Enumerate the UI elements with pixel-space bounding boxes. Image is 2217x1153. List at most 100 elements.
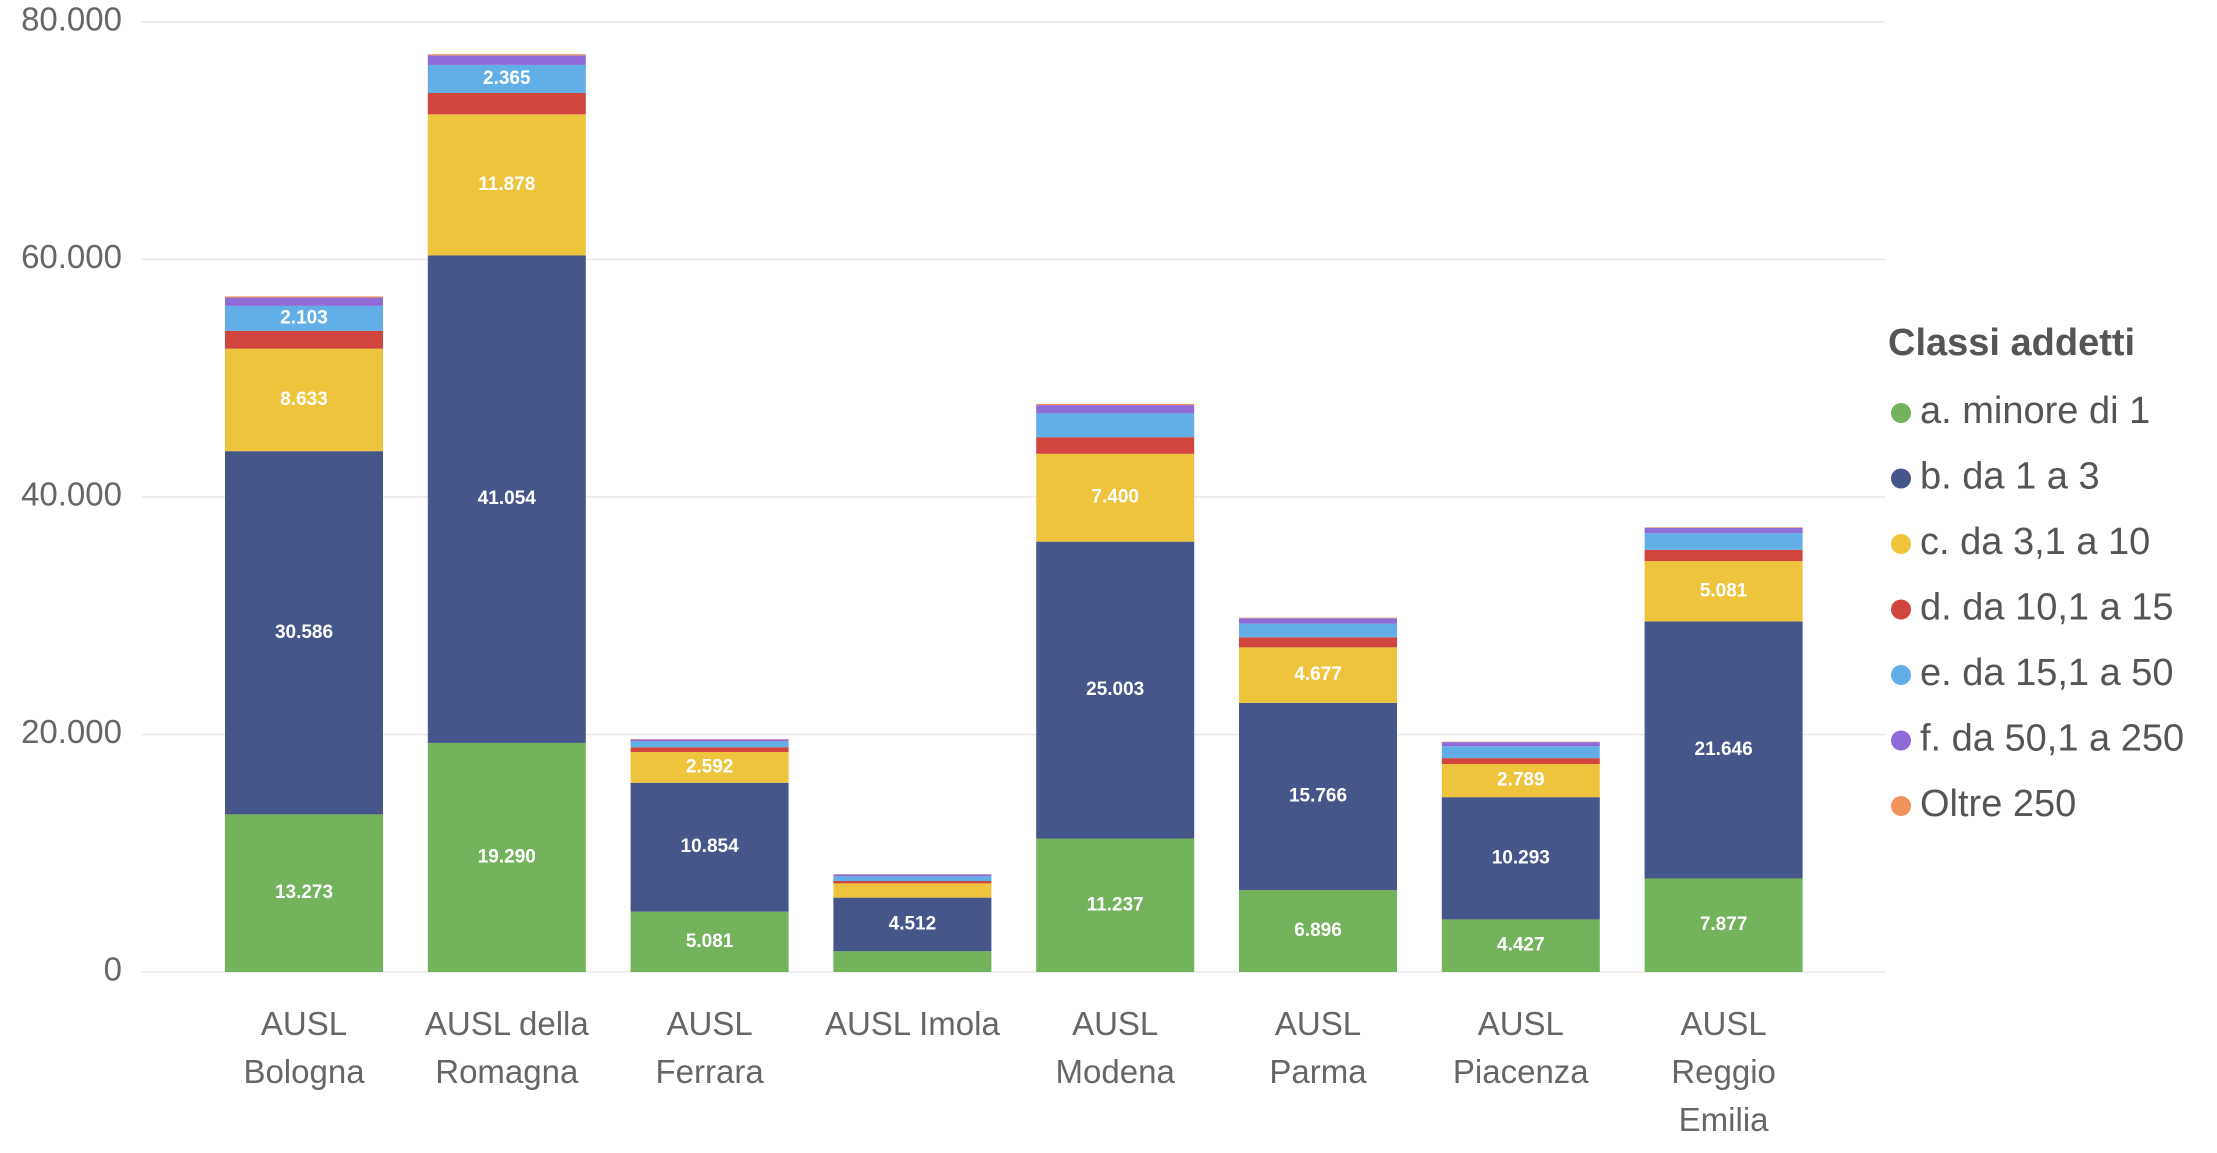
bar-segment: [427, 114, 586, 256]
bar-segment: [225, 348, 383, 452]
value-label: 21.646: [1695, 739, 1753, 760]
bar-segment: [1644, 878, 1803, 972]
bar-segment: [1239, 617, 1397, 619]
bar-segment: [833, 881, 992, 884]
bar-segment: [1441, 797, 1600, 920]
bar-segment: [1036, 437, 1195, 454]
legend-swatch: [1891, 534, 1911, 554]
legend-swatch: [1891, 730, 1911, 751]
bar-segment: [630, 751, 789, 783]
value-label: 10.293: [1492, 847, 1550, 868]
bar-segment: [630, 741, 789, 748]
bar-segment: [1441, 758, 1600, 765]
bar-segment: [1036, 453, 1195, 542]
value-label: 4.427: [1497, 935, 1545, 956]
value-label: 13.273: [275, 882, 333, 903]
bar-segment: [225, 305, 383, 331]
bar-segment: [1441, 764, 1600, 798]
value-label: 7.877: [1700, 914, 1748, 935]
value-label: 30.586: [275, 622, 333, 643]
bar-segment: [225, 297, 383, 306]
value-label: 15.766: [1289, 786, 1347, 807]
value-label: 6.896: [1294, 920, 1342, 941]
value-label: 2.592: [686, 756, 734, 777]
legend-label: a. minore di 1: [1920, 390, 2150, 432]
bar-segment: [1036, 405, 1195, 414]
bar-segment: [1239, 702, 1397, 891]
legend-label: d. da 10,1 a 15: [1920, 587, 2174, 629]
bar-segment: [833, 876, 992, 882]
value-label: 4.512: [889, 913, 937, 934]
bar-segment: [1239, 637, 1397, 648]
value-label: 8.633: [280, 389, 328, 410]
legend-swatch: [1891, 468, 1911, 489]
y-tick-label: 0: [104, 951, 122, 988]
bar-segment: [833, 897, 992, 952]
bar-segment: [225, 451, 383, 815]
legend-label: Oltre 250: [1920, 783, 2076, 825]
bar-segment: [1239, 647, 1397, 703]
bar-segment: [1644, 533, 1803, 550]
value-label: 11.878: [478, 174, 535, 195]
bar-segment: [630, 911, 789, 972]
x-tick-label: AUSL Modena: [1055, 1005, 1175, 1090]
value-label: 7.400: [1091, 487, 1139, 508]
value-label: 4.677: [1294, 664, 1342, 685]
y-tick-label: 40.000: [21, 476, 122, 513]
bar-segment: [1644, 621, 1803, 879]
bar-segment: [1441, 746, 1600, 759]
legend-label: c. da 3,1 a 10: [1920, 521, 2150, 563]
bar-segment: [1036, 403, 1195, 406]
legend-label: e. da 15,1 a 50: [1920, 652, 2174, 694]
bar-segment: [1644, 549, 1803, 562]
bar-segment: [833, 874, 992, 877]
bar-segment: [427, 92, 586, 115]
bar-segment: [427, 55, 586, 65]
value-label: 11.237: [1087, 894, 1144, 915]
value-label: 10.854: [681, 836, 740, 857]
bar-segment: [427, 742, 586, 972]
bar-segment: [427, 255, 586, 743]
x-tick-label: AUSL Reggio Emilia: [1671, 1005, 1776, 1138]
bar-segment: [1239, 618, 1397, 624]
y-tick-label: 60.000: [21, 238, 122, 275]
bar-segment: [1644, 527, 1803, 528]
bar-segment: [1036, 838, 1195, 972]
value-label: 5.081: [686, 931, 734, 952]
bar-segment: [225, 330, 383, 349]
bar-segment: [833, 883, 992, 898]
x-tick-label: AUSL Parma: [1269, 1005, 1367, 1090]
y-tick-label: 20.000: [21, 713, 122, 750]
bar-segment: [630, 782, 789, 912]
legend-label: b. da 1 a 3: [1920, 456, 2100, 498]
bar-segment: [630, 747, 789, 752]
x-tick-label: AUSL Piacenza: [1452, 1005, 1589, 1090]
bar-segment: [1644, 561, 1803, 622]
value-label: 41.054: [478, 488, 537, 509]
y-tick-label: 80.000: [21, 1, 122, 38]
value-label: 25.003: [1086, 679, 1144, 700]
bar-segment: [1036, 413, 1195, 438]
legend-swatch: [1891, 599, 1911, 620]
x-tick-label: AUSL Ferrara: [655, 1005, 764, 1090]
bar-segment: [1036, 541, 1195, 839]
bar-segment: [1239, 890, 1397, 972]
bar-segment: [1441, 742, 1600, 747]
bar-segment: [1441, 919, 1600, 972]
legend-title: Classi addetti: [1888, 322, 2135, 364]
bar-segment: [225, 296, 383, 298]
value-label: 5.081: [1700, 580, 1748, 601]
bar-segment: [1644, 527, 1803, 534]
bar-segment: [1239, 623, 1397, 638]
legend-swatch: [1891, 403, 1911, 423]
bar-segment: [427, 64, 586, 93]
value-label: 2.103: [280, 307, 328, 328]
value-label: 19.290: [478, 846, 536, 867]
x-tick-label: AUSL Imola: [824, 1005, 1000, 1042]
legend-label: f. da 50,1 a 250: [1920, 718, 2184, 760]
x-tick-label: AUSL Bologna: [243, 1005, 365, 1090]
bar-segment: [225, 814, 383, 972]
x-tick-label: AUSL della Romagna: [424, 1005, 589, 1090]
